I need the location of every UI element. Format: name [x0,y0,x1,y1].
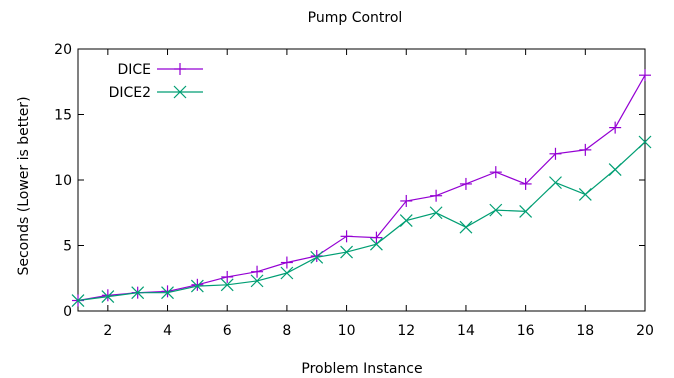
data-point-dice2 [190,279,204,293]
data-point-dice [191,278,204,291]
data-point-dice2 [101,290,115,304]
data-point-dice2 [310,250,324,264]
data-point-dice [639,69,651,82]
data-point-dice2 [489,203,503,217]
data-point-dice2 [161,286,174,300]
marker-stroke [101,290,115,304]
data-point-dice2 [280,266,294,280]
y-tick-label: 0 [63,304,72,320]
marker-stroke [578,187,592,201]
data-point-dice2 [340,245,354,259]
x-tick-label: 20 [636,323,654,339]
data-point-dice2 [399,214,413,228]
data-point-dice [221,270,234,283]
x-tick-label: 12 [397,323,415,339]
x-tick-label: 14 [457,323,475,339]
marker-stroke [519,205,533,218]
data-point-dice [310,249,323,262]
data-point-dice2 [71,294,85,307]
data-point-dice2 [369,237,383,251]
data-point-dice [370,231,383,244]
marker-stroke [190,279,204,293]
data-point-dice2 [608,163,622,176]
marker-stroke [173,85,187,99]
data-point-dice2 [549,176,562,190]
legend: DICE DICE2 [109,62,203,101]
data-point-dice [101,289,114,302]
data-point-dice [519,177,532,190]
data-point-dice2 [429,206,443,220]
x-tick-label: 18 [576,323,594,339]
data-point-dice [609,121,622,134]
marker-stroke [399,214,413,228]
plot-border [77,48,646,312]
chart-title: Pump Control [308,10,403,26]
data-point-dice [579,143,592,156]
legend-label-dice: DICE [117,62,151,78]
x-tick-label: 8 [282,323,291,339]
y-tick-label: 10 [54,173,72,189]
data-point-dice2 [250,274,264,288]
marker-stroke [220,278,234,292]
x-tick-label: 4 [163,323,172,339]
marker-stroke [549,176,562,190]
x-tick-label: 2 [103,323,112,339]
data-point-dice [549,147,562,160]
y-tick-label: 5 [63,239,72,255]
y-axis-label: Seconds (Lower is better) [16,96,32,275]
marker-stroke [280,266,294,280]
data-point-dice [340,230,353,243]
data-point-dice [430,189,443,202]
data-point-dice2 [131,286,145,300]
marker-stroke [489,203,503,217]
x-tick-label: 6 [223,323,232,339]
marker-stroke [638,135,652,149]
data-point-dice2 [519,205,533,218]
y-tick-label: 15 [54,108,72,124]
data-point-dice2 [578,187,592,201]
series-layer [71,69,652,307]
legend-marker-dice2 [173,85,187,99]
data-point-dice [400,194,413,207]
marker-stroke [459,220,473,234]
data-point-dice [280,256,293,269]
data-point-dice2 [220,278,234,292]
axis-ticks: 0 5 10 15 20 2 4 6 8 10 12 14 16 18 20 [54,42,654,339]
data-point-dice [459,177,472,190]
data-point-dice [251,265,264,278]
marker-stroke [250,274,264,288]
marker-stroke [429,206,443,220]
marker-stroke [369,237,383,251]
data-point-dice2 [638,135,652,149]
x-tick-label: 10 [338,323,356,339]
legend-marker-dice [174,63,186,75]
marker-stroke [161,286,174,300]
data-point-dice [489,166,502,179]
y-tick-label: 20 [54,42,72,58]
series-line-dice2 [77,141,646,302]
marker-stroke [131,286,145,300]
data-point-dice2 [459,220,473,234]
marker-stroke [71,294,85,307]
x-axis-label: Problem Instance [301,361,422,377]
marker-stroke [608,163,622,176]
legend-label-dice2: DICE2 [109,85,151,101]
x-tick-label: 16 [517,323,535,339]
marker-stroke [340,245,354,259]
series-line-dice [77,74,646,302]
marker-stroke [310,250,324,264]
